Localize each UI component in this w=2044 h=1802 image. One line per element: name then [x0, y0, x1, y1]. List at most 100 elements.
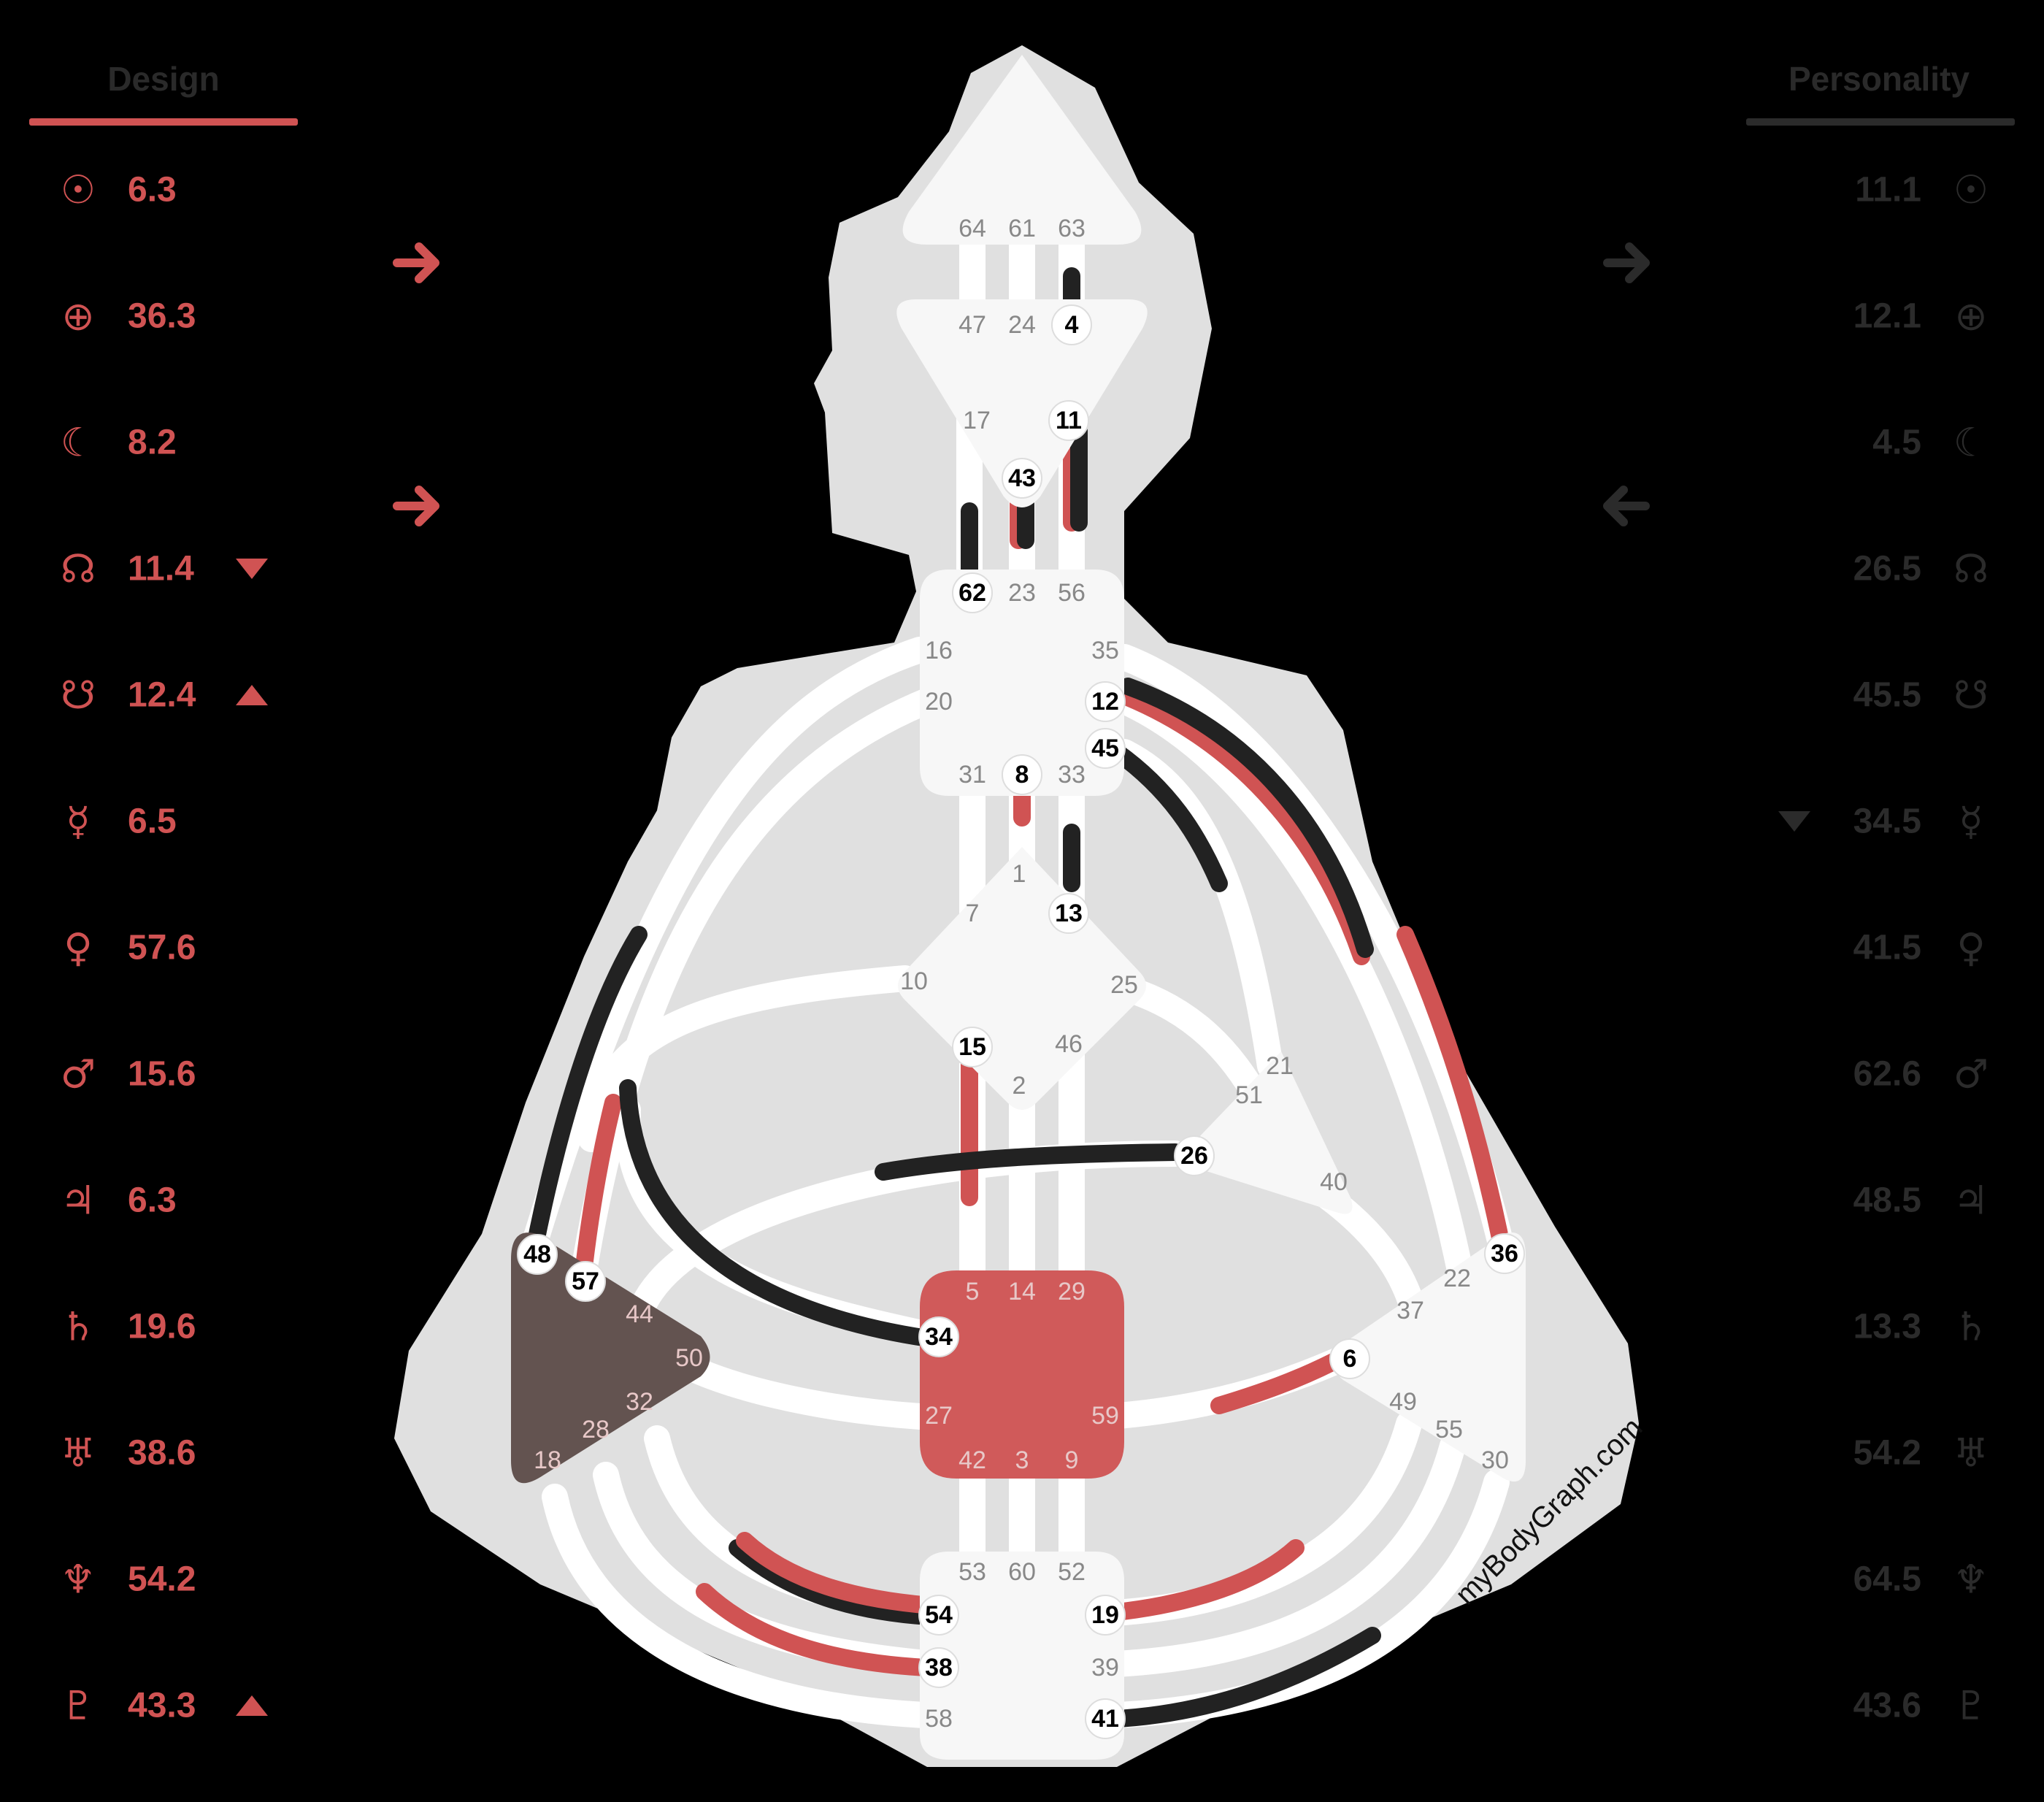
gate-47: 47	[958, 311, 986, 339]
down-triangle-icon	[236, 559, 268, 579]
design-mars-value: 15.6	[128, 1055, 196, 1094]
gate-5: 5	[966, 1278, 980, 1306]
design-neptune-value: 54.2	[128, 1560, 196, 1599]
gate-54: 54	[925, 1601, 953, 1629]
design-pluto-value: 43.3	[128, 1687, 196, 1725]
gate-58: 58	[925, 1705, 953, 1733]
design-north-node-value: 11.4	[128, 550, 194, 588]
design-venus-value: 57.6	[128, 929, 196, 967]
design-uranus-value: 38.6	[128, 1434, 196, 1473]
gate-36-marker	[1484, 1233, 1525, 1274]
personality-moon-value: 4.5	[1872, 423, 1921, 462]
pluto-icon: ♇	[1953, 1683, 1989, 1729]
design-jupiter-value: 6.3	[128, 1181, 177, 1220]
mars-icon: ♂	[61, 1051, 96, 1097]
gate-25: 25	[1110, 971, 1138, 999]
gate-6-marker	[1329, 1338, 1370, 1379]
gate-19-marker	[1085, 1595, 1126, 1636]
gate-41-marker	[1085, 1698, 1126, 1739]
gate-11: 11	[1056, 407, 1082, 434]
gate-10: 10	[900, 967, 928, 995]
gate-1: 1	[1013, 860, 1026, 888]
gate-8-marker	[1002, 754, 1042, 795]
arrow-left-icon	[1603, 242, 1650, 283]
ch-39-55	[1089, 1433, 1466, 1678]
gate-6: 6	[1343, 1345, 1357, 1373]
arrow-right-icon	[1603, 486, 1650, 526]
up-triangle-icon	[236, 1695, 268, 1716]
gate-14: 14	[1008, 1278, 1036, 1306]
personality-mercury-value: 34.5	[1853, 802, 1921, 841]
gate-12-marker	[1085, 681, 1126, 722]
design-title: Design	[107, 60, 219, 98]
gate-29: 29	[1058, 1278, 1086, 1306]
gate-34: 34	[925, 1323, 953, 1351]
gate-24: 24	[1008, 311, 1036, 339]
design-moon-value: 8.2	[128, 423, 177, 462]
gate-38: 38	[925, 1654, 953, 1682]
gate-51: 51	[1235, 1081, 1263, 1109]
gate-54-marker	[918, 1595, 959, 1636]
gate-49: 49	[1389, 1388, 1417, 1416]
venus-icon: ♀	[64, 925, 93, 971]
gate-15: 15	[958, 1033, 986, 1061]
gate-57-activation	[575, 1094, 622, 1276]
gate-30: 30	[1481, 1446, 1509, 1474]
spleen-center	[511, 1232, 710, 1484]
gate-54-activation	[729, 1539, 950, 1626]
north-node-icon: ☊	[61, 546, 96, 592]
personality-column: Personality ☉ 11.1 ⊕ 12.1 ☾ 4.5 ☊ 26.5 ☋ 45.5 ☿ 34.5…	[1603, 60, 2015, 1729]
personality-mars-value: 62.6	[1853, 1055, 1921, 1094]
design-mercury-value: 6.5	[128, 802, 177, 841]
gate-48-marker	[517, 1234, 558, 1275]
gate-45: 45	[1091, 735, 1119, 762]
saturn-icon: ♄	[61, 1304, 96, 1350]
gate-28: 28	[582, 1416, 610, 1443]
design-south-node-value: 12.4	[128, 676, 196, 715]
moon-icon: ☾	[61, 420, 96, 466]
personality-jupiter-value: 48.5	[1853, 1181, 1921, 1220]
gate-33: 33	[1058, 761, 1086, 789]
gate-8: 8	[1015, 761, 1029, 789]
gate-27: 27	[925, 1402, 953, 1430]
gate-15-marker	[952, 1027, 993, 1067]
personality-south-node-value: 45.5	[1853, 676, 1921, 715]
sun-icon: ☉	[1953, 167, 1989, 213]
personality-venus-value: 41.5	[1853, 929, 1921, 967]
gate-12: 12	[1091, 688, 1119, 716]
personality-north-node-value: 26.5	[1853, 550, 1921, 588]
gate-36-activation	[1396, 926, 1513, 1265]
gate-56: 56	[1058, 579, 1086, 607]
gate-36: 36	[1491, 1240, 1518, 1268]
gate-13-marker	[1048, 893, 1089, 934]
gate-50: 50	[675, 1344, 703, 1372]
gate-2: 2	[1013, 1072, 1026, 1100]
gate-52: 52	[1058, 1558, 1086, 1586]
personality-saturn-value: 13.3	[1853, 1308, 1921, 1346]
gate-39: 39	[1091, 1654, 1119, 1682]
gate-22: 22	[1443, 1265, 1471, 1292]
gate-61: 61	[1008, 215, 1036, 242]
ch-58-18	[542, 1484, 955, 1729]
design-sun-value: 6.3	[128, 171, 177, 210]
gate-21: 21	[1266, 1052, 1294, 1080]
gate-41-activation	[1094, 1627, 1381, 1728]
gate-60: 60	[1008, 1558, 1036, 1586]
north-node-icon: ☊	[1953, 546, 1989, 592]
gate-57-marker	[565, 1261, 606, 1302]
venus-icon: ♀	[1956, 925, 1986, 971]
gate-35: 35	[1091, 637, 1119, 664]
sun-icon: ☉	[61, 167, 96, 213]
gate-63: 63	[1058, 215, 1086, 242]
gate-37: 37	[1396, 1297, 1424, 1324]
gate-41: 41	[1091, 1705, 1119, 1733]
personality-sun-value: 11.1	[1855, 171, 1921, 210]
design-column: Design ☉ 6.3 ⊕ 36.3 ☾ 8.2 ☊ 11.4 ☋ 12.4 ☿ 6.5 ♀ 57.6 ♂ 1…	[29, 60, 439, 1729]
gate-19: 19	[1091, 1601, 1119, 1629]
mercury-icon: ☿	[66, 799, 90, 845]
gate-19-activation	[1094, 1539, 1305, 1622]
gate-4: 4	[1065, 311, 1079, 339]
gate-53: 53	[958, 1558, 986, 1586]
south-node-icon: ☋	[1953, 672, 1989, 718]
